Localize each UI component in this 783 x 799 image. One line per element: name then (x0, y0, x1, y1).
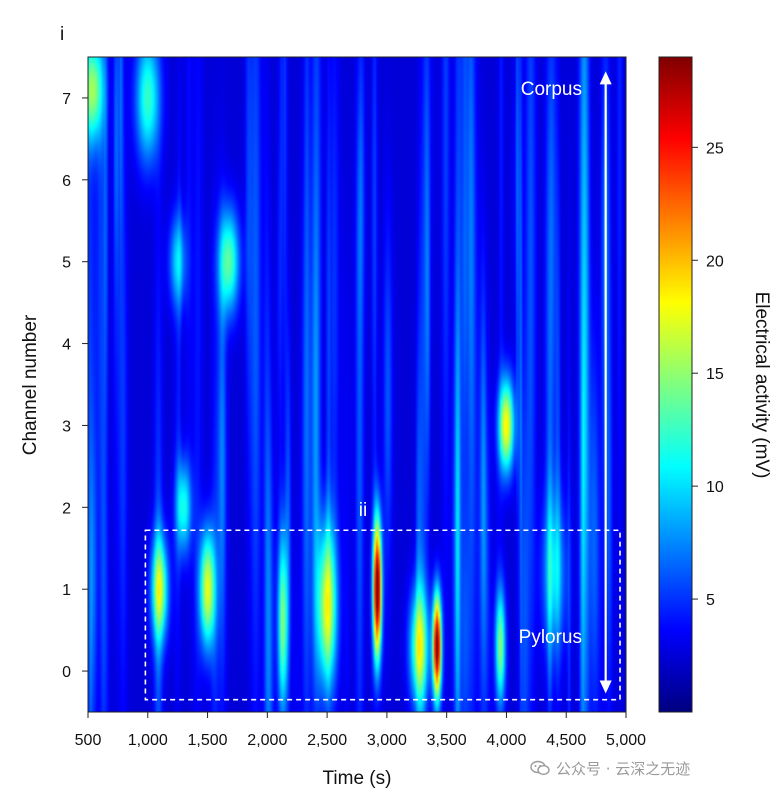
y-axis: 0 1 2 3 4 5 6 7 (62, 91, 88, 681)
colorbar-tick-label: 25 (706, 140, 724, 157)
x-tick-label: 4,000 (486, 732, 526, 749)
watermark: 公众号 · 云深之无迹 (530, 756, 770, 780)
x-tick-label: 3,500 (427, 732, 467, 749)
inset-label: ii (359, 500, 367, 521)
y-tick-label: 2 (62, 500, 71, 517)
arrow-head-up-icon (599, 71, 612, 85)
y-tick-label: 1 (62, 582, 71, 599)
colorbar-axis: 5 10 15 20 25 (692, 140, 724, 609)
colorbar-tick-label: 20 (706, 253, 724, 270)
corpus-label: Corpus (521, 79, 582, 100)
x-tick-label: 5,000 (606, 732, 646, 749)
y-axis-label: Channel number (20, 314, 41, 455)
heatmap-area (88, 57, 626, 712)
colorbar-tick-label: 10 (706, 479, 724, 496)
y-tick-label: 4 (62, 337, 71, 354)
y-tick-label: 6 (62, 173, 71, 190)
x-axis-label: Time (s) (323, 768, 392, 789)
arrow-head-down-icon (599, 680, 612, 694)
wechat-icon (530, 760, 550, 776)
x-tick-label: 3,000 (367, 732, 407, 749)
y-tick-label: 3 (62, 418, 71, 435)
y-tick-label: 5 (62, 255, 71, 272)
x-tick-label: 2,000 (247, 732, 287, 749)
y-tick-label: 7 (62, 91, 71, 108)
x-tick-label: 1,500 (188, 732, 228, 749)
watermark-text: 公众号 · 云深之无迹 (556, 759, 691, 778)
heatmap-image (88, 57, 626, 712)
x-tick-label: 500 (75, 732, 102, 749)
pylorus-label: Pylorus (519, 627, 582, 648)
x-axis: 500 1,000 1,500 2,000 2,500 3,000 3,500 4,000 4,… (75, 712, 646, 749)
panel-label: i (60, 24, 64, 45)
inset-region-box (144, 529, 621, 701)
colorbar (658, 56, 693, 713)
colorbar-tick-label: 5 (706, 592, 715, 609)
colorbar-label: Electrical activity (mV) (751, 292, 772, 479)
colorbar-tick-label: 15 (706, 366, 724, 383)
y-tick-label: 0 (62, 664, 71, 681)
x-tick-label: 2,500 (307, 732, 347, 749)
x-tick-label: 1,000 (128, 732, 168, 749)
plot-frame (87, 56, 627, 713)
x-tick-label: 4,500 (546, 732, 586, 749)
